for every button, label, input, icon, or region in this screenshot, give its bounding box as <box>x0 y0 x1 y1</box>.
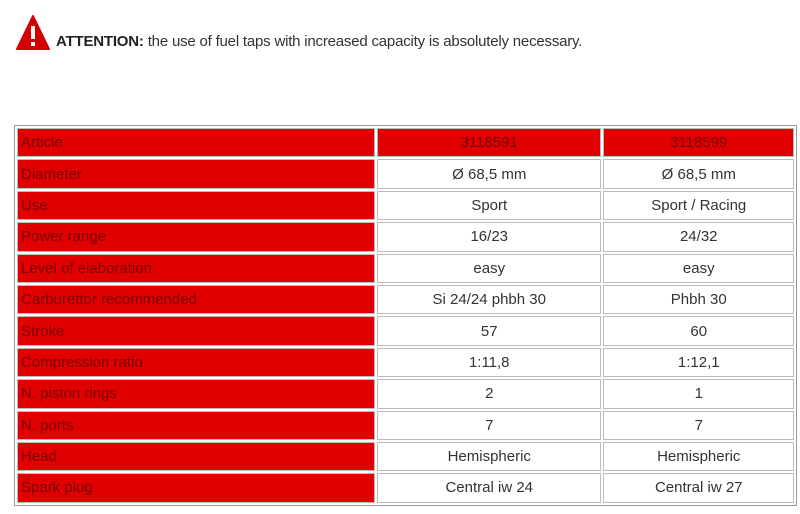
cell: 1 <box>603 379 794 409</box>
notice-text: ATTENTION: the use of fuel taps with incr… <box>56 33 582 50</box>
cell: Hemispheric <box>377 441 602 472</box>
cell: Sport <box>377 190 602 221</box>
row-label: Stroke <box>17 316 375 346</box>
row-label: Diameter <box>17 159 375 189</box>
warning-icon <box>16 15 50 50</box>
cell: 7 <box>377 410 602 440</box>
row-label: N. piston rings <box>17 379 375 409</box>
cell: 16/23 <box>377 222 602 252</box>
cell: easy <box>603 253 794 283</box>
row-label: Power range <box>17 222 375 252</box>
row-label: Spark plug <box>17 473 375 503</box>
cell: Central iw 24 <box>377 473 602 503</box>
table-row: Stroke 57 60 <box>17 316 794 346</box>
table-row: Spark plug Central iw 24 Central iw 27 <box>17 473 794 503</box>
header-row: Article 3118591 3118599 <box>17 128 794 158</box>
cell: 3118599 <box>603 128 794 158</box>
cell: Central iw 27 <box>603 473 794 503</box>
attention-notice: ATTENTION: the use of fuel taps with incr… <box>16 12 582 52</box>
notice-label: ATTENTION: <box>56 33 144 50</box>
cell: Si 24/24 phbh 30 <box>377 284 602 315</box>
cell: 7 <box>603 410 794 440</box>
cell: Hemispheric <box>603 441 794 472</box>
cell: easy <box>377 253 602 283</box>
cell: Sport / Racing <box>603 190 794 221</box>
row-label: Carburettor recommended <box>17 284 375 315</box>
cell: 3118591 <box>377 128 602 158</box>
row-label: Article <box>17 128 375 158</box>
cell: 24/32 <box>603 222 794 252</box>
row-label: Use <box>17 190 375 221</box>
table-row: N. ports 7 7 <box>17 410 794 440</box>
table-row: Head Hemispheric Hemispheric <box>17 441 794 472</box>
cell: Phbh 30 <box>603 284 794 315</box>
table-row: Use Sport Sport / Racing <box>17 190 794 221</box>
cell: Ø 68,5 mm <box>377 159 602 189</box>
cell: 2 <box>377 379 602 409</box>
table-row: Compression ratio 1:11,8 1:12,1 <box>17 347 794 378</box>
row-label: Level of elaboration <box>17 253 375 283</box>
notice-body: the use of fuel taps with increased capa… <box>147 33 583 50</box>
row-label: Head <box>17 441 375 472</box>
row-label: N. ports <box>17 410 375 440</box>
cell: 60 <box>603 316 794 346</box>
row-label: Compression ratio <box>17 347 375 378</box>
table-row: Level of elaboration easy easy <box>17 253 794 283</box>
cell: 1:12,1 <box>603 347 794 378</box>
cell: 57 <box>377 316 602 346</box>
table-row: Power range 16/23 24/32 <box>17 222 794 252</box>
table-row: Diameter Ø 68,5 mm Ø 68,5 mm <box>17 159 794 189</box>
table-row: N. piston rings 2 1 <box>17 379 794 409</box>
spec-table: Article 3118591 3118599 Diameter Ø 68,5 mm Ø … <box>14 125 797 506</box>
table-row: Carburettor recommended Si 24/24 phbh 30 P… <box>17 284 794 315</box>
cell: 1:11,8 <box>377 347 602 378</box>
cell: Ø 68,5 mm <box>603 159 794 189</box>
